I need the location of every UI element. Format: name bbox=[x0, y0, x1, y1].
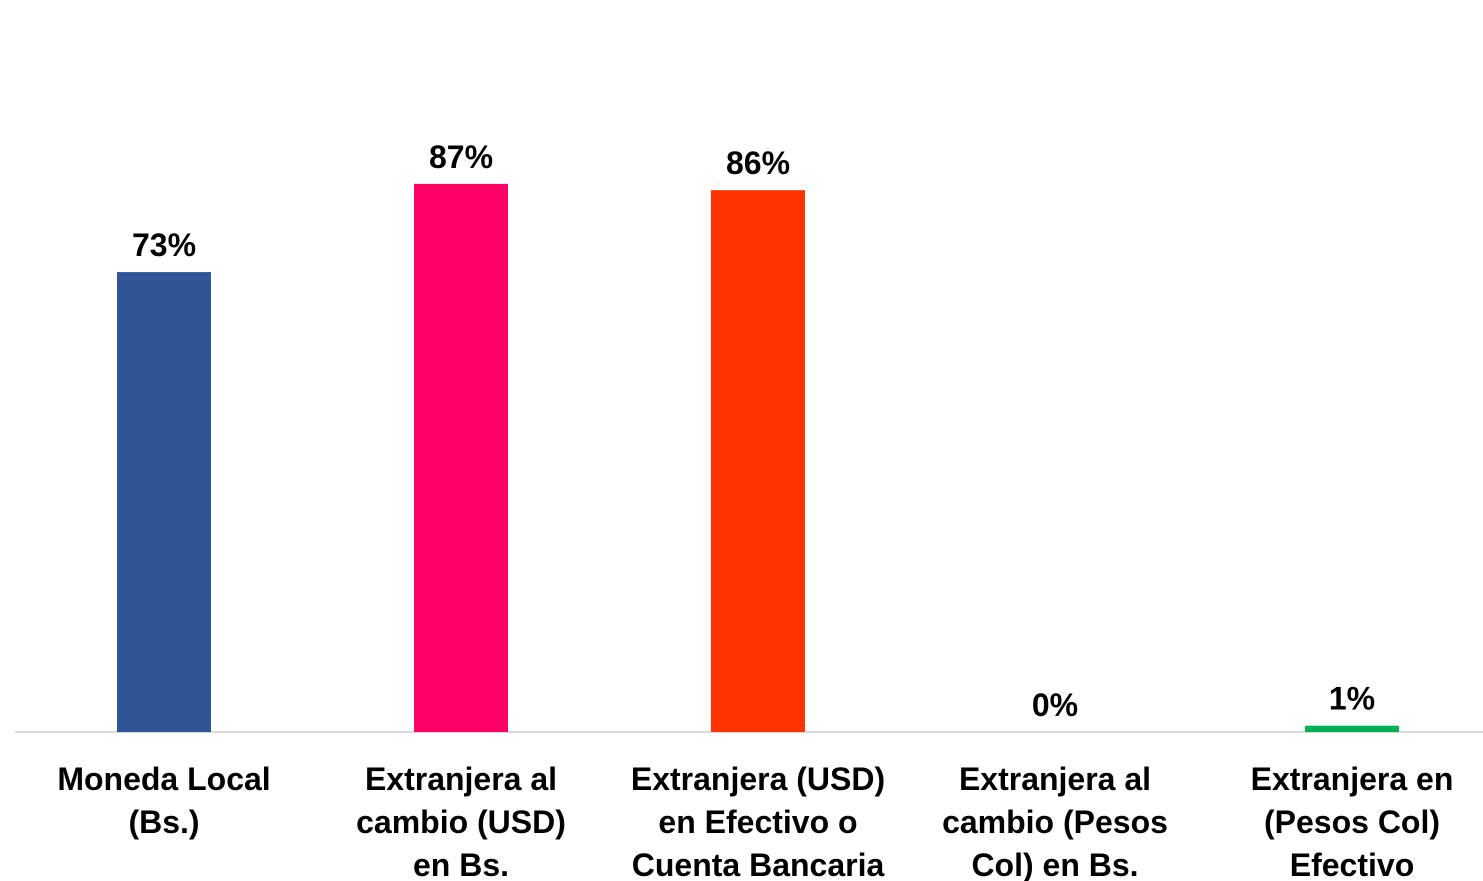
category-tick-label: cambio (USD) bbox=[356, 804, 566, 840]
category-tick-label: (Pesos Col) bbox=[1264, 804, 1440, 840]
category-tick-label: Moneda Local bbox=[57, 761, 270, 797]
category-tick-label: Extranjera en bbox=[1251, 761, 1454, 797]
category-tick-label: Extranjera al bbox=[959, 761, 1151, 797]
category-tick-label: Extranjera (USD) bbox=[631, 761, 885, 797]
value-labels-layer: 73% 87% 86% 0% 1% bbox=[132, 139, 1375, 723]
bar bbox=[117, 272, 211, 732]
category-tick-label: en Efectivo o bbox=[658, 804, 857, 840]
category-tick-label: en Bs. bbox=[413, 847, 509, 881]
bar bbox=[711, 190, 805, 732]
bar bbox=[414, 183, 508, 732]
category-tick-label: Col) en Bs. bbox=[971, 847, 1138, 881]
category-labels-layer: Moneda Local (Bs.) Extranjera al cambio (US… bbox=[57, 761, 1453, 881]
category-tick-label: (Bs.) bbox=[128, 804, 199, 840]
category-tick-label: Cuenta Bancaria bbox=[632, 847, 885, 881]
category-tick-label: Efectivo bbox=[1290, 847, 1414, 881]
data-label: 73% bbox=[132, 227, 196, 263]
data-label: 0% bbox=[1032, 687, 1078, 723]
category-tick-label: Extranjera al bbox=[365, 761, 557, 797]
bar bbox=[1305, 725, 1399, 732]
data-label: 86% bbox=[726, 145, 790, 181]
category-tick-label: cambio (Pesos bbox=[942, 804, 1168, 840]
data-label: 1% bbox=[1329, 681, 1375, 717]
data-label: 87% bbox=[429, 139, 493, 175]
bars-layer bbox=[117, 183, 1399, 732]
